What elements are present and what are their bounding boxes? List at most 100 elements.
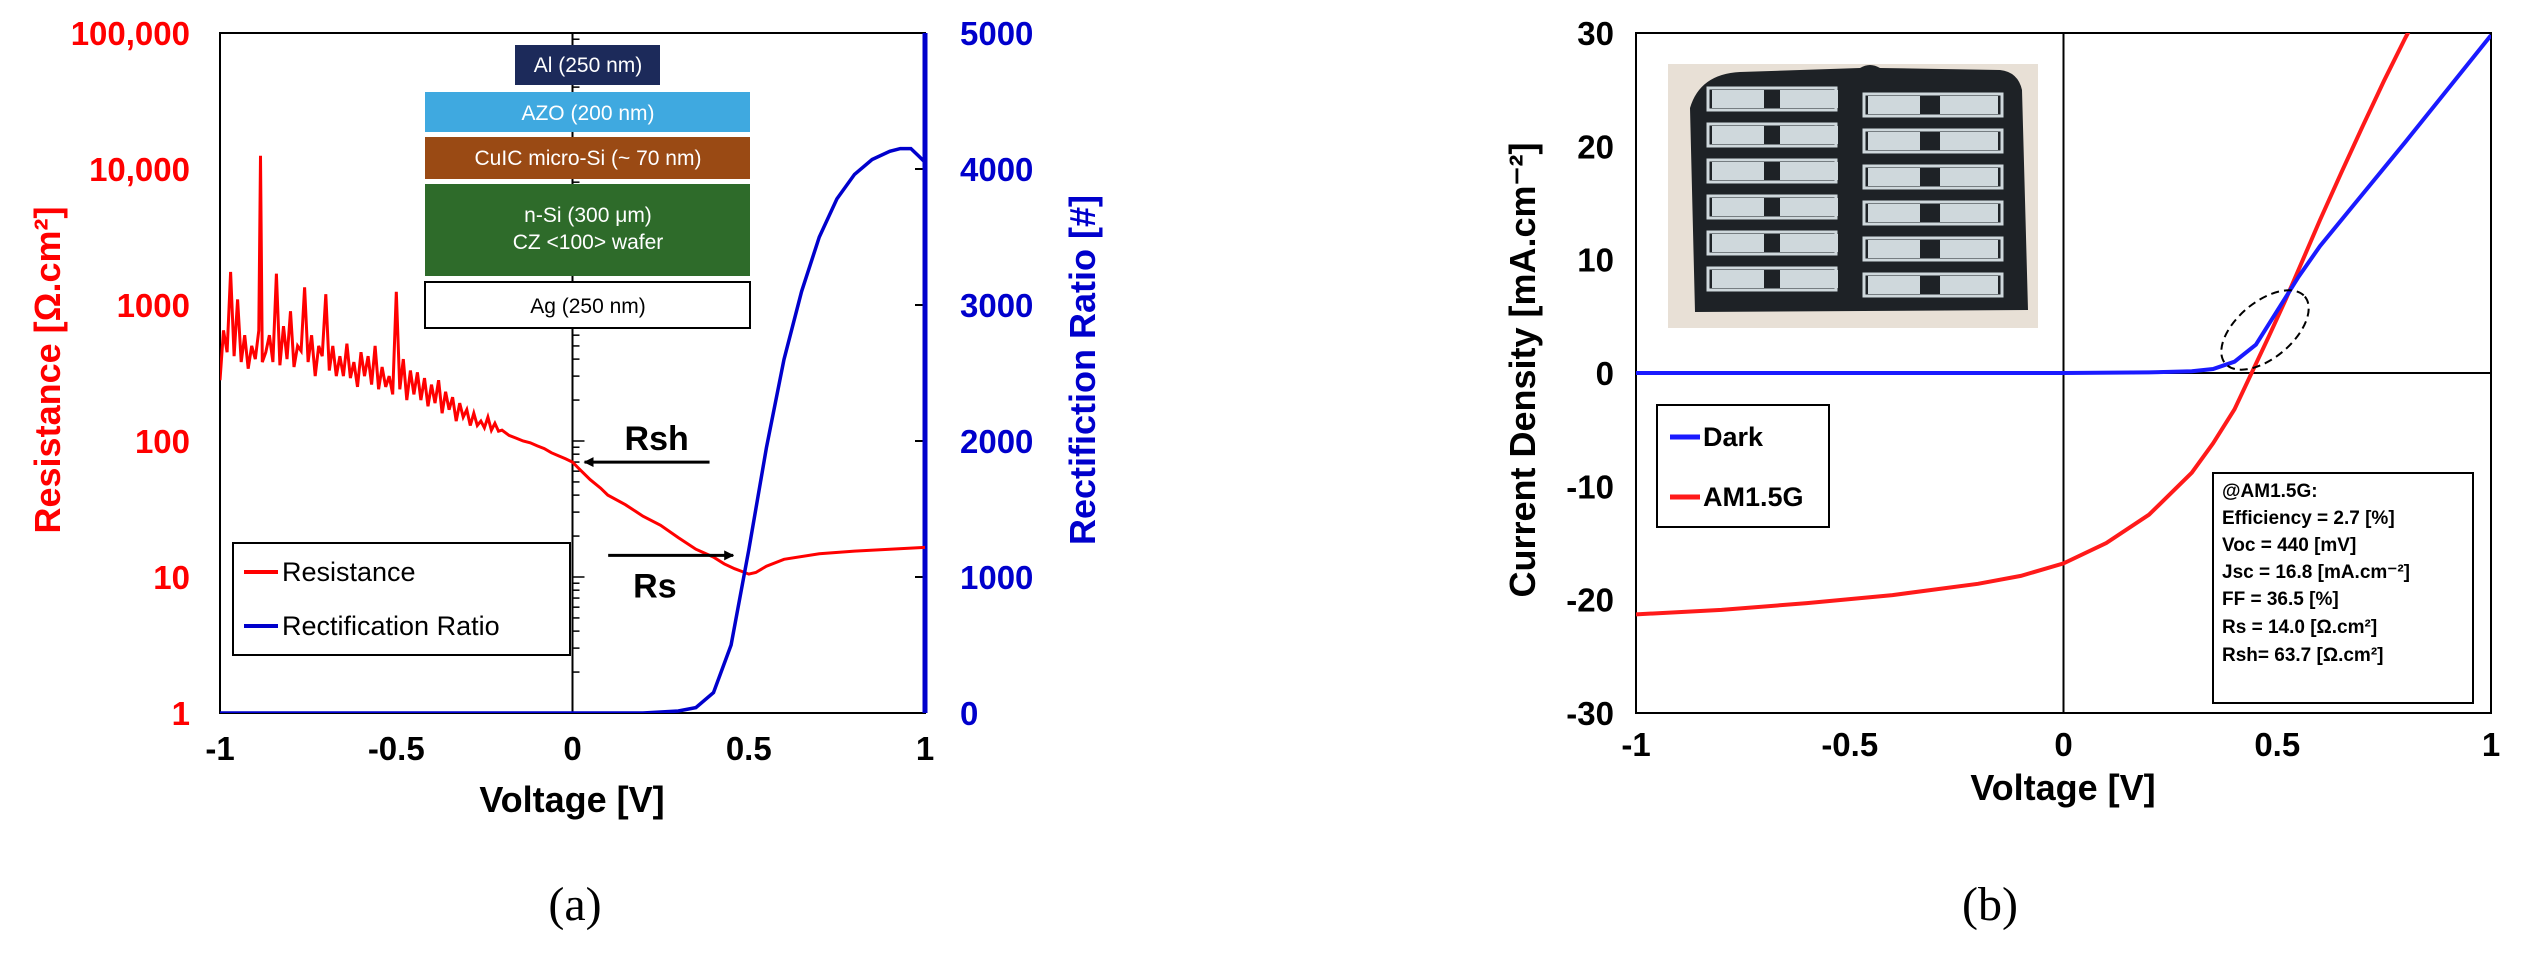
chart-a-legend-box	[232, 542, 571, 656]
photo-contact-pad	[1712, 126, 1764, 144]
legend-am15g-label: AM1.5G	[1703, 482, 1804, 512]
photo-contact-pad	[1780, 90, 1838, 108]
chart-a-y-right-tick-label: 3000	[960, 287, 1033, 324]
chart-a-zero-axis	[571, 33, 585, 714]
efficiency-info-box: @AM1.5G: Efficiency = 2.7 [%] Voc = 440 …	[2212, 472, 2474, 704]
chart-b-y-tick-label: 30	[1577, 15, 1614, 52]
info-jsc: Jsc = 16.8 [mA.cm⁻²]	[2222, 562, 2410, 583]
photo-grid-line	[1862, 92, 2004, 118]
chart-b-x-ticks: -1 -0.5 0 0.5 1	[1621, 726, 2500, 763]
photo-grid-line	[1862, 272, 2004, 298]
photo-contact-pad	[1780, 126, 1838, 144]
chart-a-y-left-tick-label: 1000	[117, 287, 190, 324]
rs-label: Rs	[633, 567, 676, 605]
photo-contact-pad	[1940, 96, 1998, 114]
layer-al-label: Al (250 nm)	[534, 54, 643, 77]
chart-a-y-left-tick-label: 1	[172, 695, 190, 732]
chart-b: Current Density [mA.cm⁻²] Voltage [V] -1…	[1502, 15, 2500, 931]
chart-b-x-tick-label: 0	[2054, 726, 2072, 763]
chart-a-xlabel: Voltage [V]	[479, 779, 664, 820]
chart-b-xlabel: Voltage [V]	[1970, 767, 2155, 808]
chart-b-y-tick-label: -30	[1566, 695, 1614, 732]
chart-b-ylabel: Current Density [mA.cm⁻²]	[1502, 142, 1543, 597]
photo-contact-pad	[1780, 198, 1838, 216]
photo-grid-line	[1706, 86, 1838, 112]
legend-dark-label: Dark	[1703, 422, 1764, 452]
info-voc: Voc = 440 [mV]	[2222, 535, 2356, 556]
photo-contact-pad	[1940, 168, 1998, 186]
photo-grid-line	[1862, 128, 2004, 154]
chart-b-y-tick-label: -20	[1566, 582, 1614, 619]
chart-a-x-ticks: -1 -0.5 0 0.5 1	[205, 730, 934, 767]
photo-grid-line	[1706, 122, 1838, 148]
legend-rectification-label: Rectification Ratio	[282, 611, 500, 641]
chart-b-y-tick-label: 10	[1577, 242, 1614, 279]
chart-a-x-tick-label: 1	[916, 730, 934, 767]
chart-a-y-left-tick-label: 10,000	[89, 151, 190, 188]
info-ff: FF = 36.5 [%]	[2222, 589, 2339, 610]
layer-cuic-label: CuIC micro-Si (~ 70 nm)	[475, 147, 702, 170]
photo-contact-pad	[1780, 234, 1838, 252]
photo-contact-pad	[1712, 162, 1764, 180]
chart-a-y-left-tick-label: 10	[153, 559, 190, 596]
series-am15g-line	[1636, 33, 2411, 617]
series-dark-line	[1636, 34, 2491, 375]
info-efficiency: Efficiency = 2.7 [%]	[2222, 508, 2395, 529]
photo-contact-pad	[1780, 162, 1838, 180]
chart-b-y-tick-label: 20	[1577, 128, 1614, 165]
chart-a-x-tick-label: -1	[205, 730, 234, 767]
layer-nsi	[425, 184, 750, 276]
chart-b-y-tick-label: 0	[1596, 355, 1614, 392]
chart-a-y-left-tick-label: 100,000	[71, 15, 190, 52]
info-header: @AM1.5G:	[2222, 481, 2318, 502]
photo-contact-pads	[1706, 86, 2004, 298]
photo-contact-pad	[1868, 168, 1920, 186]
chart-b-legend: Dark AM1.5G	[1656, 404, 1830, 528]
photo-contact-pad	[1940, 132, 1998, 150]
photo-contact-pad	[1868, 204, 1920, 222]
layer-nsi-sublabel: CZ <100> wafer	[513, 231, 664, 254]
layer-nsi-label: n-Si (300 μm)	[524, 204, 652, 227]
photo-contact-pad	[1712, 270, 1764, 288]
chart-a-x-tick-label: -0.5	[368, 730, 425, 767]
panel-label-b: (b)	[1962, 878, 2018, 931]
chart-b-x-tick-label: 1	[2482, 726, 2500, 763]
layer-ag	[424, 281, 751, 329]
photo-contact-pad	[1780, 270, 1838, 288]
chart-a-y-right-tick-label: 4000	[960, 151, 1033, 188]
photo-grid-line	[1862, 200, 2004, 226]
layer-azo	[425, 92, 750, 132]
info-rs: Rs = 14.0 [Ω.cm²]	[2222, 617, 2377, 638]
chart-a-x-tick-label: 0	[563, 730, 581, 767]
chart-a-y-right-ticks: 5000 4000 3000 2000 1000 0	[915, 15, 1033, 732]
chart-b-y-tick-label: -10	[1566, 468, 1614, 505]
photo-contact-pad	[1940, 276, 1998, 294]
info-rsh: Rsh= 63.7 [Ω.cm²]	[2222, 645, 2383, 666]
chart-a-y-right-tick-label: 5000	[960, 15, 1033, 52]
photo-contact-pad	[1868, 96, 1920, 114]
chart-a-ylabel-right: Rectifiction Ratio [#]	[1062, 195, 1103, 545]
chart-a-y-right-tick-label: 1000	[960, 559, 1033, 596]
layer-ag-label: Ag (250 nm)	[530, 295, 646, 318]
series-rectification-line	[220, 146, 925, 713]
chart-b-legend-box	[1656, 404, 1830, 528]
chart-a: Resistance [Ω.cm²] Rectifiction Ratio [#…	[27, 15, 1103, 931]
chart-b-x-tick-label: 0.5	[2254, 726, 2300, 763]
chart-a-legend: Resistance Rectification Ratio	[232, 542, 571, 656]
series-resistance-line	[220, 155, 925, 576]
legend-resistance-label: Resistance	[282, 557, 416, 587]
photo-grid-line	[1862, 164, 2004, 190]
chart-a-y-right-tick-label: 2000	[960, 423, 1033, 460]
chart-b-x-tick-label: -1	[1621, 726, 1650, 763]
rsh-label: Rsh	[625, 420, 689, 458]
photo-contact-pad	[1940, 204, 1998, 222]
chart-a-ylabel-left: Resistance [Ω.cm²]	[27, 207, 68, 534]
panel-label-a: (a)	[548, 878, 601, 931]
chart-b-y-ticks: 30 20 10 0 -10 -20 -30	[1566, 15, 1614, 732]
layer-al	[515, 45, 660, 85]
photo-grid-line	[1706, 266, 1838, 292]
photo-contact-pad	[1712, 90, 1764, 108]
device-stack-inset: Al (250 nm) AZO (200 nm) CuIC micro-Si (…	[424, 45, 751, 329]
info-box-frame	[2212, 472, 2474, 704]
